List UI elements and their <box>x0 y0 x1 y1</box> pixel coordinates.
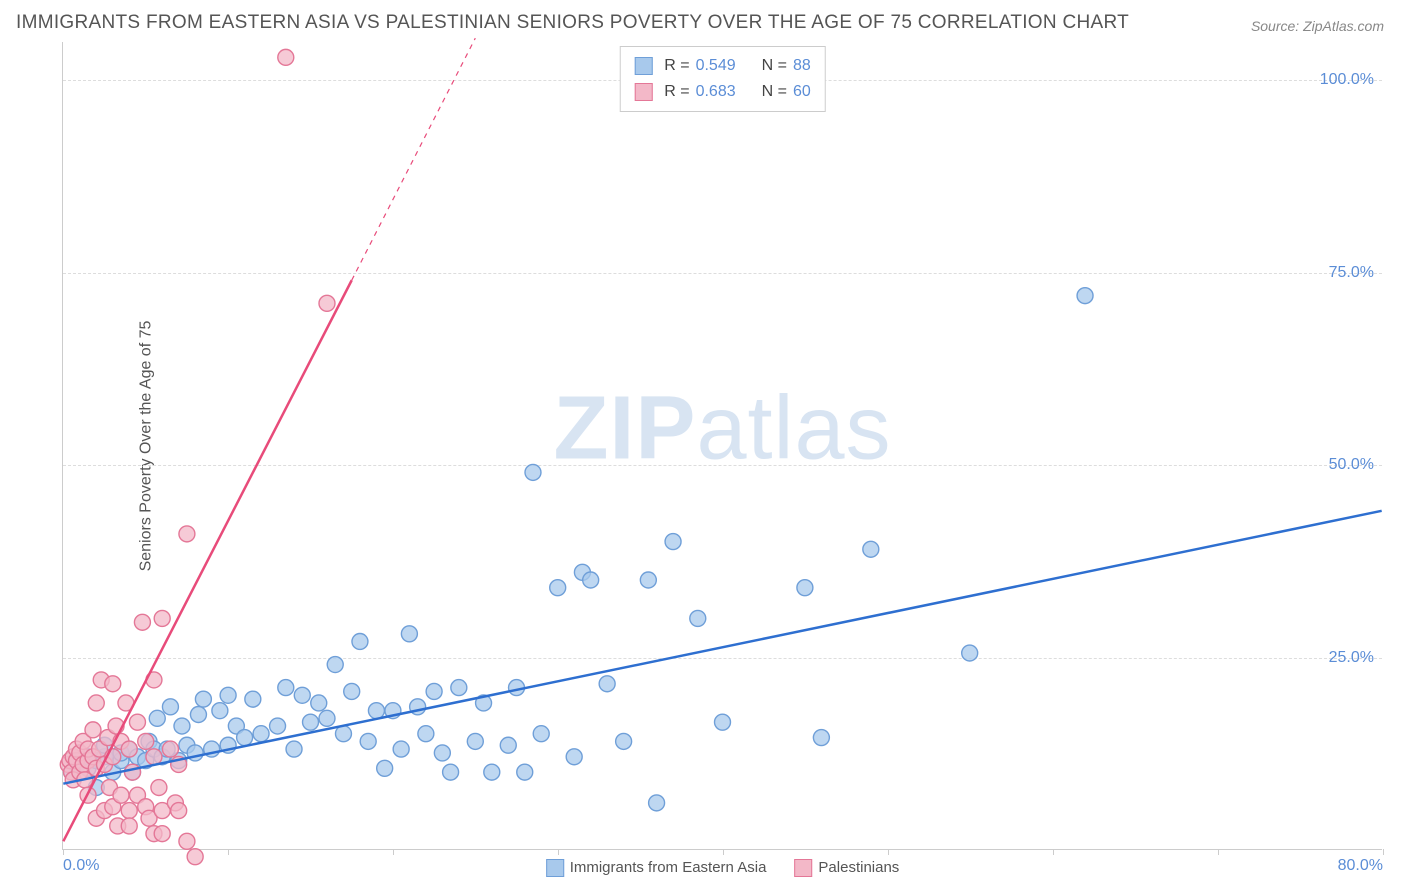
legend-label: Immigrants from Eastern Asia <box>570 859 767 876</box>
correlation-legend-row-2: R = 0.683 N = 60 <box>634 79 811 105</box>
legend-swatch-blue <box>546 859 564 877</box>
chart-title: IMMIGRANTS FROM EASTERN ASIA VS PALESTIN… <box>16 12 1129 34</box>
x-tick <box>1218 849 1219 855</box>
legend-item-1: Immigrants from Eastern Asia <box>546 859 767 877</box>
x-tick <box>1383 849 1384 855</box>
scatter-svg <box>63 42 1382 849</box>
r-label: R = <box>664 53 689 79</box>
plot-area: ZIPatlas R = 0.549 N = 88 R = 0.683 N = … <box>62 42 1382 850</box>
n-value: 60 <box>793 79 811 105</box>
legend-swatch-blue <box>634 57 652 75</box>
correlation-legend: R = 0.549 N = 88 R = 0.683 N = 60 <box>619 46 826 112</box>
n-label: N = <box>762 53 787 79</box>
x-tick <box>228 849 229 855</box>
n-label: N = <box>762 79 787 105</box>
r-value: 0.683 <box>696 79 736 105</box>
r-label: R = <box>664 79 689 105</box>
chart-container: Seniors Poverty Over the Age of 75 ZIPat… <box>48 42 1382 850</box>
bottom-legend: Immigrants from Eastern Asia Palestinian… <box>546 859 900 877</box>
legend-item-2: Palestinians <box>794 859 899 877</box>
x-tick-label: 80.0% <box>1338 857 1383 875</box>
x-tick <box>1053 849 1054 855</box>
source-attribution: Source: ZipAtlas.com <box>1251 18 1384 34</box>
legend-swatch-pink <box>794 859 812 877</box>
x-tick <box>723 849 724 855</box>
correlation-legend-row-1: R = 0.549 N = 88 <box>634 53 811 79</box>
legend-label: Palestinians <box>818 859 899 876</box>
x-tick <box>558 849 559 855</box>
x-tick-label: 0.0% <box>63 857 99 875</box>
x-tick <box>888 849 889 855</box>
x-tick <box>63 849 64 855</box>
legend-swatch-pink <box>634 83 652 101</box>
n-value: 88 <box>793 53 811 79</box>
r-value: 0.549 <box>696 53 736 79</box>
x-tick <box>393 849 394 855</box>
